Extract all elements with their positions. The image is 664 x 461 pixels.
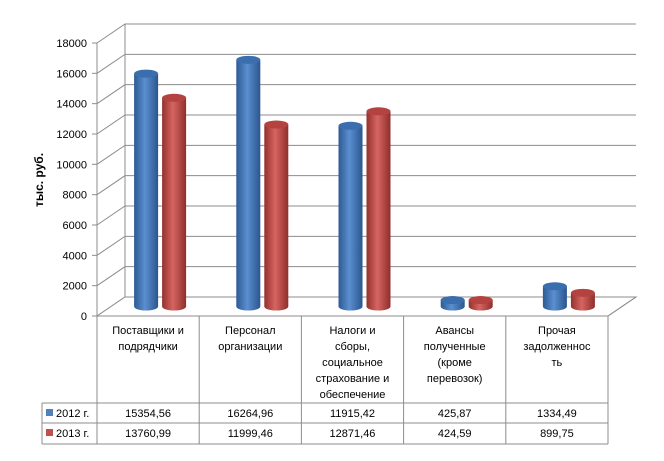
data-label: 16264,96 xyxy=(227,408,273,420)
data-label: 1334,49 xyxy=(537,408,577,420)
category-label: подрядчики xyxy=(118,341,177,353)
legend-label: 2013 г. xyxy=(56,428,89,440)
bar-top xyxy=(570,288,595,297)
y-tick-label: 14000 xyxy=(56,99,87,111)
bar-top xyxy=(338,121,363,130)
category-label: социальное xyxy=(322,357,383,369)
gridline xyxy=(96,53,636,74)
bar-2012 xyxy=(338,121,363,311)
category-label: страхование и xyxy=(316,373,390,385)
data-label: 11915,42 xyxy=(330,408,375,420)
y-axis-label: тыс. руб. xyxy=(32,153,46,207)
category-label: Персонал xyxy=(225,325,276,337)
bar-top xyxy=(542,282,567,291)
category-label: Прочая xyxy=(538,325,576,337)
category-label: задолженнос xyxy=(523,341,591,353)
bar-2013 xyxy=(162,93,187,311)
category-label: ть xyxy=(552,357,563,369)
data-label: 13760,99 xyxy=(125,428,171,440)
category-label: (кроме xyxy=(437,357,471,369)
y-tick-label: 6000 xyxy=(63,220,87,232)
bar-top xyxy=(366,107,391,116)
bar-body xyxy=(338,125,363,311)
data-label: 12871,46 xyxy=(330,428,376,440)
bar-body xyxy=(542,286,567,311)
bar-top xyxy=(468,296,493,305)
category-label: полученные xyxy=(424,341,486,353)
bar-body xyxy=(236,59,261,311)
category-label: перевозок) xyxy=(427,373,483,385)
data-label: 425,87 xyxy=(438,408,472,420)
data-label: 899,75 xyxy=(540,428,574,440)
floor-edge xyxy=(607,296,637,317)
bar-body xyxy=(366,111,391,311)
y-tick-label: 2000 xyxy=(63,281,87,293)
bar-2012 xyxy=(134,69,159,311)
bar-2013 xyxy=(264,120,289,311)
bar-top xyxy=(264,120,289,129)
y-tick-label: 18000 xyxy=(56,38,87,50)
y-tick-label: 0 xyxy=(81,311,87,323)
bar-body xyxy=(134,73,159,311)
y-tick-label: 8000 xyxy=(63,190,87,202)
bar-body xyxy=(264,124,289,311)
y-tick-label: 4000 xyxy=(63,250,87,262)
bar-2013 xyxy=(366,107,391,311)
legend-label: 2012 г. xyxy=(56,408,89,420)
legend-swatch-2013 xyxy=(46,429,53,436)
bar-body xyxy=(570,292,595,311)
bar-2013 xyxy=(468,296,493,311)
bar-2012 xyxy=(440,296,465,311)
category-label: сборы, xyxy=(335,341,370,353)
gridline xyxy=(96,23,636,44)
y-tick-label: 10000 xyxy=(56,159,87,171)
bar-2012 xyxy=(542,282,567,311)
category-label: обеспечение xyxy=(320,389,386,401)
y-tick-label: 16000 xyxy=(56,68,87,80)
data-label: 424,59 xyxy=(438,428,472,440)
category-label: Поставщики и xyxy=(112,325,184,337)
category-label: организации xyxy=(218,341,282,353)
bar-2013 xyxy=(570,288,595,311)
bar-2012 xyxy=(236,55,261,311)
y-tick-label: 12000 xyxy=(56,129,87,141)
data-label: 11999,46 xyxy=(228,428,273,440)
data-label: 15354,56 xyxy=(125,408,171,420)
category-label: Авансы xyxy=(435,325,474,337)
bar-top xyxy=(440,296,465,305)
legend-swatch-2012 xyxy=(46,409,53,416)
bar-top xyxy=(236,55,261,64)
bar-body xyxy=(162,97,187,311)
bar-top xyxy=(134,69,159,78)
bar-top xyxy=(162,93,187,102)
category-label: Налоги и xyxy=(329,325,375,337)
